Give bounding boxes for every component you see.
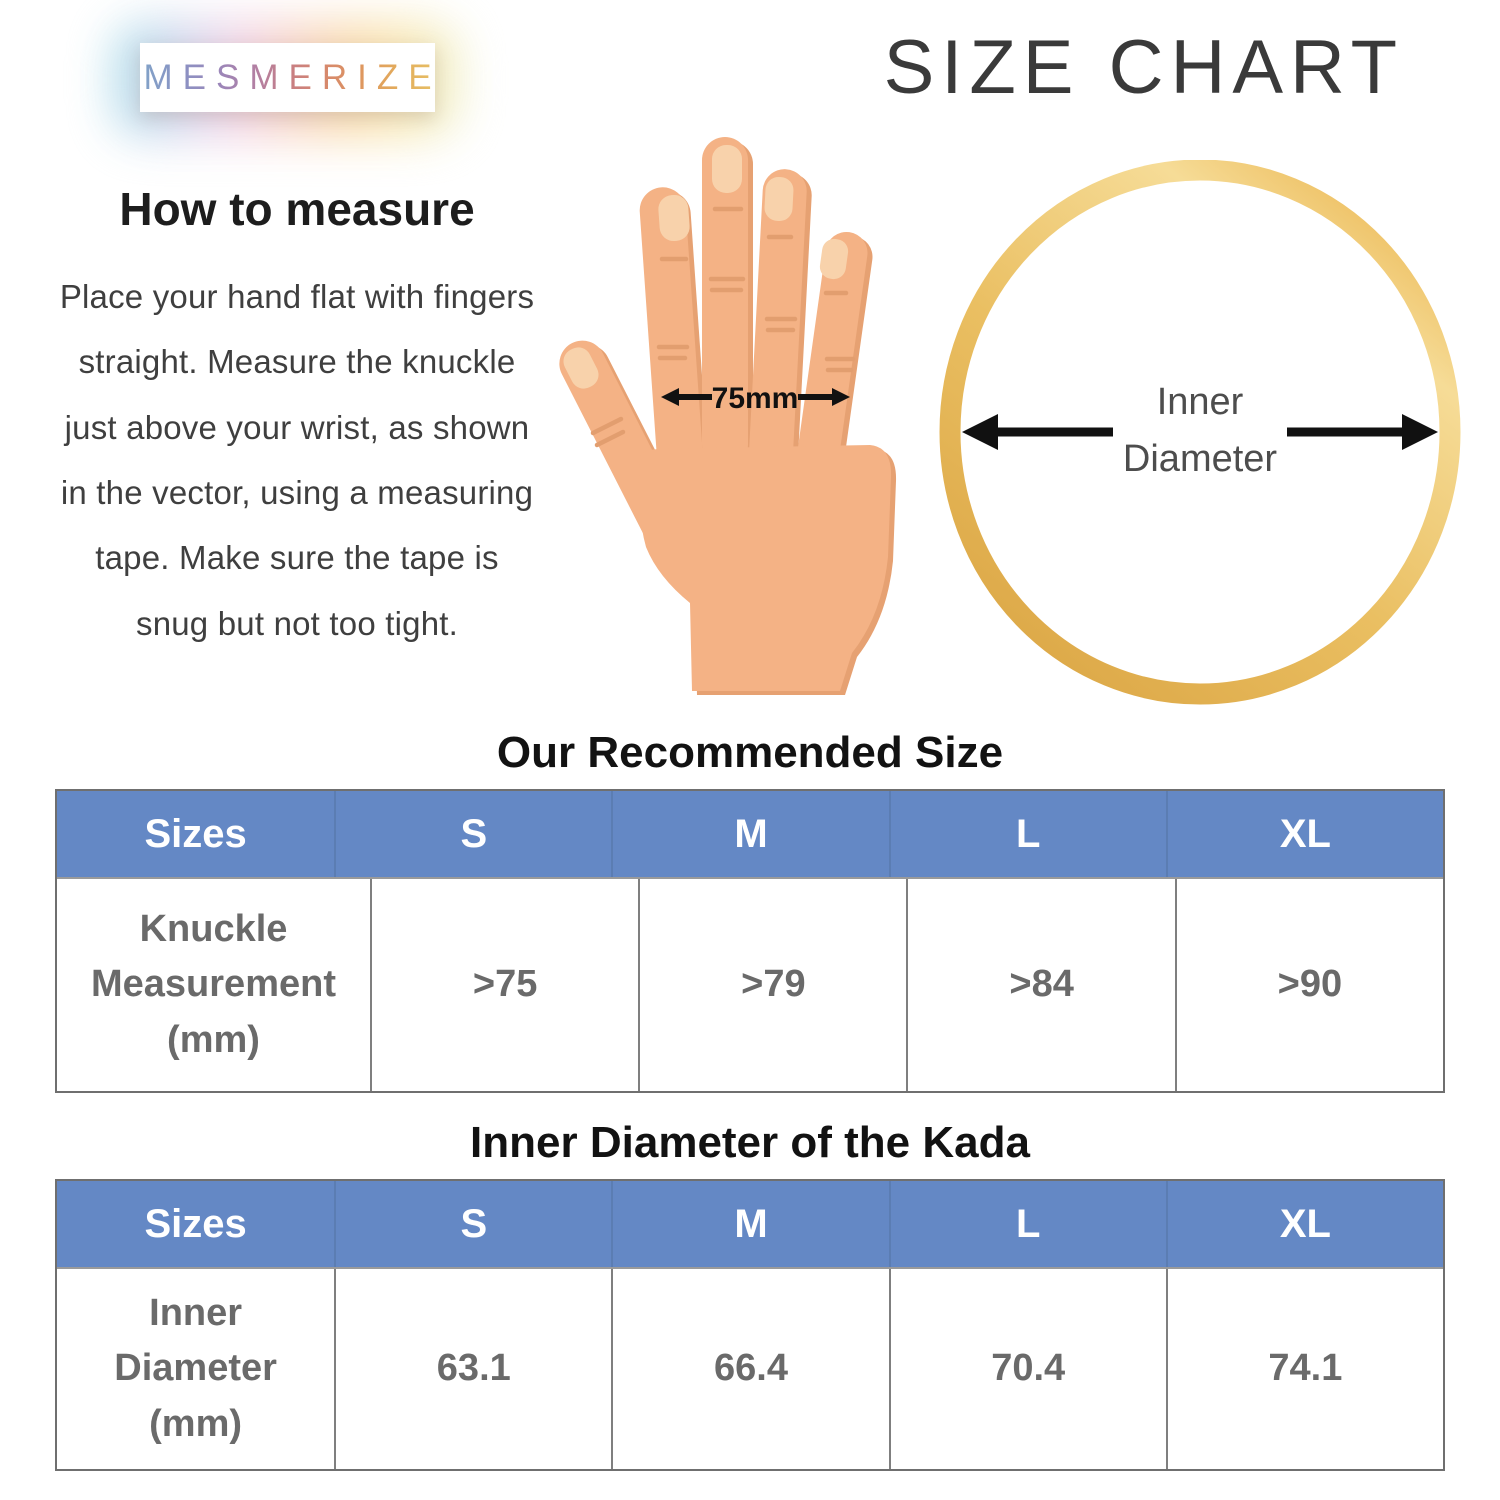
- header-cell-m: M: [611, 1181, 888, 1267]
- recommended-size-table: Sizes S M L XL Knuckle Measurement (mm) …: [55, 789, 1445, 1093]
- how-to-measure-text: Place your hand flat with fingers straig…: [59, 278, 535, 642]
- row-label-cell: Inner Diameter (mm): [114, 1292, 277, 1445]
- value-cell-s: 63.1: [334, 1269, 611, 1469]
- recommended-size-title: Our Recommended Size: [496, 728, 1004, 777]
- left-arrowhead-icon: [661, 388, 679, 406]
- brand-name: MESMERIZE: [133, 58, 441, 98]
- kada-illustration: [939, 160, 1461, 705]
- header-cell-l: L: [888, 1181, 1166, 1267]
- value-cell-l: 70.4: [888, 1269, 1166, 1469]
- fingernails: [563, 145, 849, 389]
- header-cell-m: M: [611, 791, 888, 877]
- how-to-measure-section: How to measure Place your hand flat with…: [58, 182, 536, 656]
- how-to-measure-heading: How to measure: [119, 183, 475, 235]
- hand-illustration: 75mm: [551, 137, 897, 695]
- value-cell-xl: 74.1: [1165, 1269, 1443, 1469]
- header-cell-sizes: Sizes: [144, 811, 247, 856]
- value-cell-l: >84: [906, 879, 1174, 1091]
- inner-diameter-label: Inner Diameter: [1122, 381, 1278, 480]
- knuckle-measure-arrow: 75mm: [661, 382, 850, 415]
- value-cell-xl: >90: [1174, 879, 1443, 1091]
- row-label-cell: Knuckle Measurement (mm): [91, 908, 336, 1061]
- header-cell-xl: XL: [1165, 791, 1443, 877]
- left-arrowhead-icon: [962, 414, 998, 450]
- table-header-row: Sizes S M L XL: [57, 1181, 1443, 1269]
- right-arrowhead-icon: [1402, 414, 1438, 450]
- header-cell-xl: XL: [1165, 1181, 1443, 1267]
- inner-diameter-arrow: [962, 414, 1438, 450]
- value-cell-m: 66.4: [611, 1269, 888, 1469]
- value-cell-s: >75: [369, 879, 638, 1091]
- header-cell-s: S: [334, 1181, 611, 1267]
- header-cell-sizes: Sizes: [144, 1201, 247, 1246]
- knuckle-measurement-label: 75mm: [712, 382, 799, 415]
- table-row: Knuckle Measurement (mm) >75 >79 >84 >90: [57, 879, 1443, 1091]
- kada-ring: [939, 160, 1461, 705]
- brand-logo: MESMERIZE: [140, 43, 435, 112]
- inner-diameter-table: Sizes S M L XL Inner Diameter (mm) 63.1 …: [55, 1179, 1445, 1471]
- knuckle-creases: [590, 206, 856, 448]
- right-arrowhead-icon: [832, 388, 850, 406]
- header-cell-s: S: [334, 791, 611, 877]
- value-cell-m: >79: [638, 879, 906, 1091]
- page-title: SIZE CHART: [883, 25, 1404, 110]
- inner-diameter-table-title: Inner Diameter of the Kada: [470, 1118, 1030, 1167]
- header-cell-l: L: [888, 791, 1166, 877]
- table-row: Inner Diameter (mm) 63.1 66.4 70.4 74.1: [57, 1269, 1443, 1469]
- table-header-row: Sizes S M L XL: [57, 791, 1443, 879]
